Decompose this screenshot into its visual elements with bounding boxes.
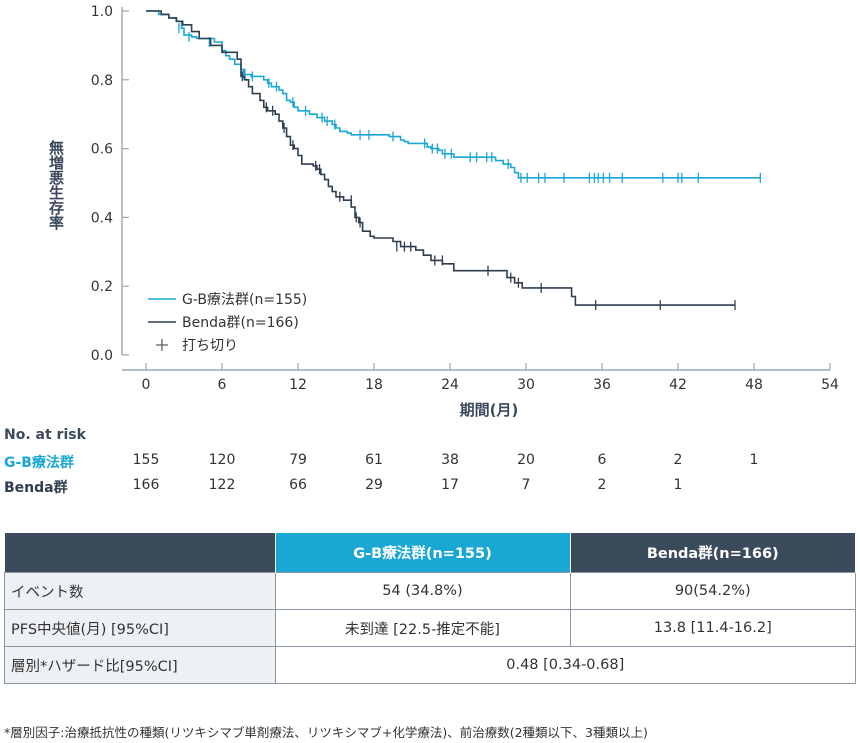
- x-tick-label: 30: [517, 377, 535, 393]
- y-tick-label: 0.6: [91, 142, 113, 158]
- risk-value: 155: [132, 452, 160, 468]
- risk-value: 20: [517, 452, 535, 468]
- summary-header-benda: Benda群(n=166): [570, 533, 856, 573]
- legend: G-B療法群(n=155) Benda群(n=166) 打ち切り: [148, 291, 307, 354]
- risk-table-title: No. at risk: [4, 427, 86, 443]
- x-tick-label: 48: [745, 377, 763, 393]
- risk-value: 7: [521, 477, 531, 493]
- row-label: PFS中央値(月) [95%CI]: [4, 609, 276, 647]
- legend-censor-label: 打ち切り: [182, 337, 238, 354]
- summary-header-blank: [4, 533, 276, 573]
- x-tick-label: 6: [218, 377, 227, 393]
- summary-header-gb: G-B療法群(n=155): [275, 533, 571, 573]
- y-axis-label: 無増悪生存率: [47, 139, 65, 231]
- x-tick-label: 18: [365, 377, 383, 393]
- risk-value: 66: [289, 477, 307, 493]
- risk-row-benda-label: Benda群: [4, 480, 68, 496]
- risk-value: 61: [365, 452, 383, 468]
- cell-hr: 0.48 [0.34-0.68]: [274, 646, 856, 684]
- risk-value: 2: [597, 477, 607, 493]
- row-label: イベント数: [4, 572, 276, 610]
- cell-benda: 90(54.2%): [569, 572, 856, 610]
- x-tick-label: 42: [669, 377, 687, 393]
- summary-header-row: G-B療法群(n=155) Benda群(n=166): [4, 533, 856, 573]
- risk-value: 1: [749, 452, 759, 468]
- survival-curves: [146, 10, 761, 311]
- y-tick-label: 0.4: [91, 210, 113, 226]
- cell-gb: 未到達 [22.5-推定不能]: [274, 609, 571, 647]
- x-axis-label: 期間(月): [460, 401, 519, 419]
- y-tick-label: 0.8: [91, 73, 113, 89]
- risk-value: 2: [673, 452, 683, 468]
- row-label: 層別*ハザード比[95%CI]: [4, 646, 276, 684]
- cell-gb: 54 (34.8%): [274, 572, 571, 610]
- legend-censor-icon: [156, 339, 168, 351]
- risk-row-gb-label: G-B療法群: [4, 455, 74, 471]
- y-tick-label: 0.2: [91, 279, 113, 295]
- risk-value: 29: [365, 477, 383, 493]
- x-tick-label: 0: [142, 377, 151, 393]
- y-axis: 0.0 0.2 0.4 0.6 0.8 1.0: [91, 4, 129, 364]
- risk-value: 17: [441, 477, 459, 493]
- survival-curve-benda: [146, 10, 735, 306]
- x-tick-label: 36: [593, 377, 611, 393]
- x-tick-label: 54: [821, 377, 839, 393]
- summary-table: G-B療法群(n=155) Benda群(n=166) イベント数 54 (34…: [4, 533, 856, 684]
- summary-row-median: PFS中央値(月) [95%CI] 未到達 [22.5-推定不能] 13.8 […: [4, 609, 856, 647]
- legend-benda-label: Benda群(n=166): [182, 315, 299, 331]
- km-chart: 0.0 0.2 0.4 0.6 0.8 1.0 0 6 12 18 24 30 36 42 48 54 無増…: [47, 4, 839, 419]
- risk-value: 166: [132, 477, 160, 493]
- x-tick-label: 12: [289, 377, 307, 393]
- survival-curve-gb: [146, 10, 761, 179]
- summary-row-events: イベント数 54 (34.8%) 90(54.2%): [4, 572, 856, 610]
- y-tick-label: 1.0: [91, 4, 113, 20]
- risk-value: 1: [673, 477, 683, 493]
- summary-row-hr: 層別*ハザード比[95%CI] 0.48 [0.34-0.68]: [4, 646, 856, 684]
- legend-gb-label: G-B療法群(n=155): [182, 291, 307, 308]
- y-tick-label: 0.0: [91, 348, 113, 364]
- risk-value: 38: [441, 452, 459, 468]
- risk-value: 79: [289, 452, 307, 468]
- risk-value: 122: [208, 477, 236, 493]
- footnote: *層別因子:治療抵抗性の種類(リツキシマブ単剤療法、リツキシマブ+化学療法)、前…: [4, 725, 648, 740]
- risk-value: 120: [208, 452, 236, 468]
- x-tick-label: 24: [441, 377, 459, 393]
- cell-benda: 13.8 [11.4-16.2]: [569, 609, 856, 647]
- x-axis: 0 6 12 18 24 30 36 42 48 54: [122, 363, 839, 393]
- risk-value: 6: [597, 452, 607, 468]
